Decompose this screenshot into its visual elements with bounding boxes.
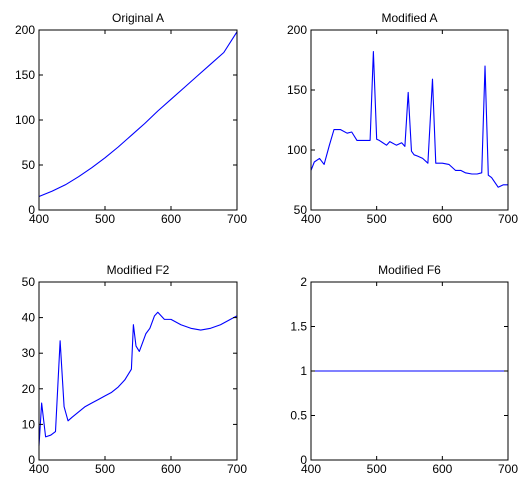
y-tick-label: 50 xyxy=(294,203,308,217)
y-tick-label: 100 xyxy=(15,113,35,127)
y-tick-label: 0 xyxy=(28,453,35,467)
y-tick-label: 0.5 xyxy=(290,409,307,423)
y-tick-label: 150 xyxy=(287,83,307,97)
x-tick-label: 500 xyxy=(95,212,115,226)
y-tick-label: 20 xyxy=(22,382,36,396)
x-tick-label: 400 xyxy=(301,212,321,226)
x-tick-label: 700 xyxy=(227,462,247,476)
y-tick-label: 2 xyxy=(300,275,307,289)
x-tick-label: 500 xyxy=(367,212,387,226)
x-tick-label: 400 xyxy=(301,462,321,476)
panel-title: Modified F2 xyxy=(107,263,170,277)
x-tick-label: 400 xyxy=(29,212,49,226)
x-tick-label: 500 xyxy=(95,462,115,476)
y-tick-label: 10 xyxy=(22,417,36,431)
y-tick-label: 1 xyxy=(300,364,307,378)
panel-title: Modified A xyxy=(381,11,437,25)
x-tick-label: 500 xyxy=(367,462,387,476)
y-tick-label: 50 xyxy=(22,158,36,172)
panel-title: Modified F6 xyxy=(378,263,441,277)
y-tick-label: 40 xyxy=(22,311,36,325)
chart-panel-2: Modified A 400 500 600 700 50 100 150 200 xyxy=(287,11,518,226)
panel-title: Original A xyxy=(112,11,164,25)
x-tick-label: 600 xyxy=(432,462,452,476)
y-tick-label: 200 xyxy=(15,23,35,37)
chart-panel-3: Modified F2 400 500 600 700 0 10 20 30 40 50 xyxy=(22,263,248,476)
y-tick-label: 0 xyxy=(300,453,307,467)
x-tick-label: 700 xyxy=(498,462,518,476)
series-line xyxy=(38,31,238,198)
x-tick-label: 600 xyxy=(161,212,181,226)
chart-panel-4: Modified F6 400 500 600 700 0 0.5 1 1.5 2 xyxy=(290,263,518,476)
series-line xyxy=(38,311,238,446)
chart-panel-1: Original A 400 500 600 700 0 50 100 150 200 xyxy=(15,11,247,226)
axes-frame xyxy=(38,281,238,461)
x-tick-label: 600 xyxy=(161,462,181,476)
x-tick-label: 400 xyxy=(29,462,49,476)
series-line xyxy=(310,51,508,188)
y-tick-label: 100 xyxy=(287,143,307,157)
axes-frame xyxy=(310,29,509,211)
y-tick-label: 30 xyxy=(22,346,36,360)
x-tick-label: 600 xyxy=(432,212,452,226)
y-tick-label: 200 xyxy=(287,23,307,37)
y-tick-label: 50 xyxy=(22,275,36,289)
x-tick-label: 700 xyxy=(227,212,247,226)
y-tick-label: 150 xyxy=(15,68,35,82)
y-tick-label: 0 xyxy=(28,203,35,217)
y-tick-label: 1.5 xyxy=(290,320,307,334)
x-tick-label: 700 xyxy=(498,212,518,226)
